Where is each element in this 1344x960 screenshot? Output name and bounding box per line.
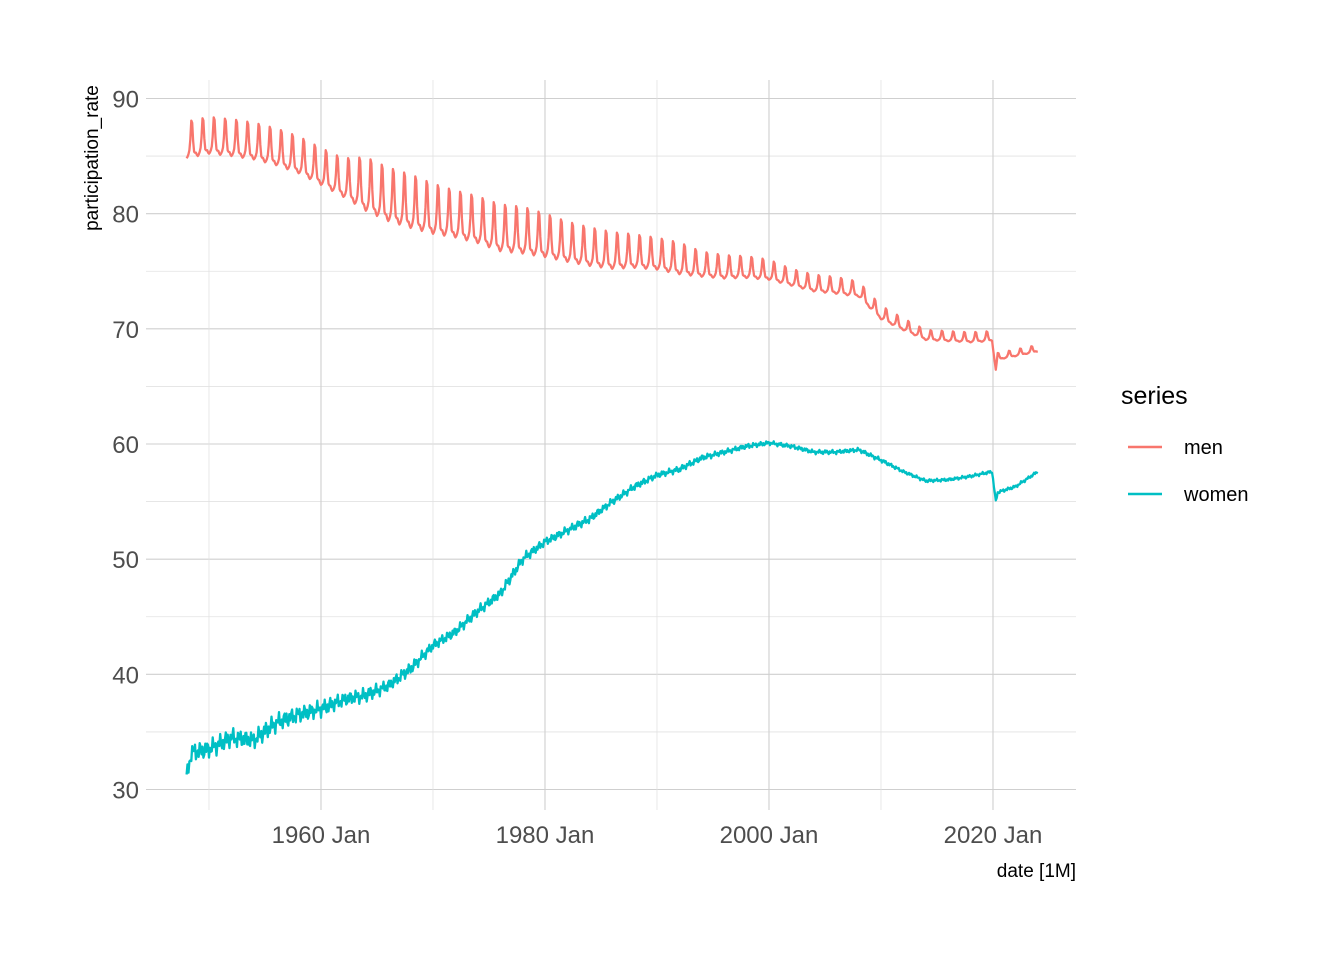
legend-label-women: women: [1183, 484, 1248, 506]
series-layer: [185, 116, 1039, 775]
grid: [146, 80, 1076, 810]
legend: series men women: [1121, 382, 1248, 506]
series-line-men: [185, 116, 1039, 371]
series-line-women: [185, 440, 1039, 775]
y-tick-label: 70: [112, 317, 139, 344]
legend-title: series: [1121, 382, 1188, 410]
x-tick-labels: 1960 Jan 1980 Jan 2000 Jan 2020 Jan: [272, 822, 1043, 849]
y-tick-label: 40: [112, 662, 139, 689]
x-axis-title: date [1M]: [997, 861, 1076, 882]
y-axis-title: participation_rate: [82, 85, 103, 231]
y-tick-label: 30: [112, 778, 139, 805]
legend-label-men: men: [1184, 437, 1223, 459]
x-tick-label: 2000 Jan: [720, 822, 819, 849]
x-tick-label: 1980 Jan: [496, 822, 595, 849]
x-tick-label: 1960 Jan: [272, 822, 371, 849]
y-tick-labels: 30 40 50 60 70 80 90: [112, 87, 139, 805]
y-tick-label: 50: [112, 547, 139, 574]
x-tick-label: 2020 Jan: [944, 822, 1043, 849]
y-tick-label: 80: [112, 202, 139, 229]
y-tick-label: 90: [112, 87, 139, 114]
y-tick-label: 60: [112, 432, 139, 459]
